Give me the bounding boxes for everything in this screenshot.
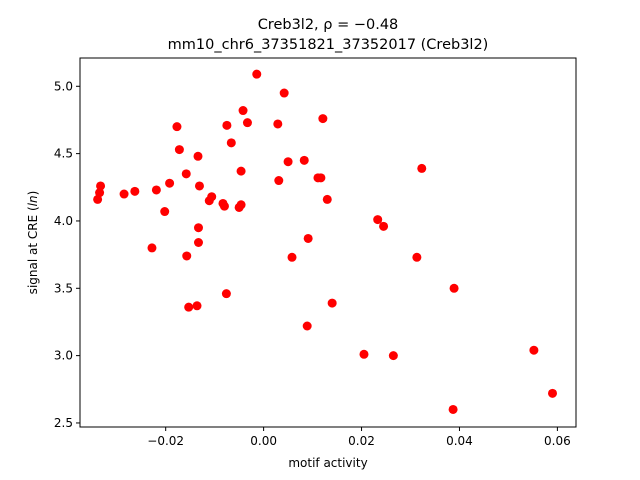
data-point-15	[193, 151, 203, 161]
data-point-16	[193, 223, 203, 233]
data-point-27	[236, 166, 246, 176]
y-axis-label-italic: ln	[26, 195, 40, 206]
data-point-41	[316, 173, 326, 183]
data-point-48	[388, 351, 398, 361]
chart-title-line2: mm10_chr6_37351821_37352017 (Creb3l2)	[168, 37, 489, 53]
data-point-35	[283, 157, 293, 167]
axes-frame	[79, 57, 577, 428]
y-tick-label-2: 3.5	[54, 281, 73, 295]
data-point-32	[273, 119, 283, 129]
data-point-12	[182, 251, 192, 261]
y-axis: 2.5 3.0 3.5 4.0 4.5 5.0	[54, 79, 80, 430]
y-tick-label-0: 2.5	[54, 416, 73, 430]
data-point-17	[193, 238, 203, 247]
data-point-49	[412, 252, 422, 262]
data-point-4	[130, 186, 140, 196]
data-point-8	[165, 178, 175, 188]
data-point-5	[147, 243, 157, 253]
data-point-11	[181, 169, 191, 179]
data-point-7	[160, 207, 170, 217]
data-point-14	[192, 301, 202, 311]
data-point-13	[184, 302, 194, 312]
data-point-22	[219, 201, 229, 211]
data-point-38	[302, 321, 312, 331]
data-point-47	[379, 221, 389, 231]
data-point-50	[417, 163, 427, 173]
data-point-24	[222, 120, 232, 130]
data-point-39	[303, 233, 313, 243]
x-tick-label-3: 0.04	[446, 434, 473, 448]
data-point-44	[327, 298, 337, 308]
data-point-2	[96, 181, 106, 191]
data-point-52	[449, 283, 459, 293]
x-tick-label-0: −0.02	[147, 434, 184, 448]
y-tick-label-5: 5.0	[54, 79, 73, 93]
y-axis-label-prefix: signal at CRE (	[26, 206, 40, 294]
data-point-25	[226, 138, 236, 148]
data-point-6	[151, 185, 161, 195]
data-point-36	[287, 252, 297, 262]
data-point-23	[221, 289, 231, 299]
chart-title-line1: Creb3l2, ρ = −0.48	[258, 17, 399, 33]
x-axis: −0.02 0.00 0.02 0.04 0.06	[147, 427, 571, 448]
y-axis-label: signal at CRE (ln)	[26, 191, 40, 295]
data-point-53	[529, 345, 539, 355]
data-point-43	[322, 194, 332, 204]
data-point-18	[194, 181, 204, 191]
data-point-42	[318, 114, 328, 124]
chart-title-prefix: Creb3l2,	[258, 17, 324, 33]
data-point-33	[274, 176, 284, 186]
data-point-54	[548, 388, 557, 398]
data-point-46	[373, 215, 383, 225]
data-point-51	[448, 404, 458, 414]
x-tick-label-1: 0.00	[250, 434, 277, 448]
data-point-45	[359, 349, 369, 359]
y-tick-label-4: 4.5	[54, 147, 73, 161]
y-tick-label-3: 4.0	[54, 214, 73, 228]
data-point-29	[238, 106, 248, 116]
data-point-37	[299, 155, 309, 165]
chart-title-rho: ρ = −0.48	[323, 17, 398, 33]
data-point-10	[174, 145, 184, 155]
y-axis-label-suffix: )	[26, 191, 40, 196]
x-tick-label-4: 0.06	[544, 434, 571, 448]
x-axis-label: motif activity	[288, 456, 367, 470]
x-tick-label-2: 0.02	[348, 434, 375, 448]
data-point-1	[95, 188, 105, 198]
data-point-3	[119, 189, 129, 199]
data-point-28	[236, 200, 246, 210]
data-point-34	[279, 88, 289, 98]
plot-area	[93, 69, 557, 414]
data-point-30	[242, 118, 252, 128]
y-tick-label-1: 3.0	[54, 349, 73, 363]
data-point-9	[172, 122, 182, 132]
data-point-20	[207, 192, 217, 202]
data-point-31	[252, 69, 262, 79]
